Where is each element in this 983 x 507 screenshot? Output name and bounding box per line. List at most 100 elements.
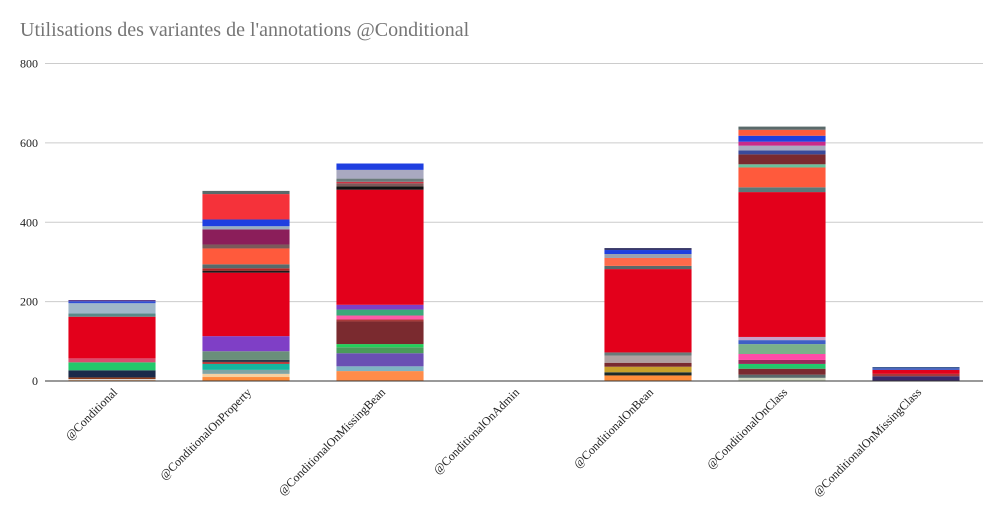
bar-segment [202,270,290,273]
bar-segment [202,373,290,378]
bar-stack [604,248,692,381]
bar-segment [336,189,424,305]
bar-segment [738,363,826,369]
bar-stack [68,300,156,381]
bar-segment [68,362,156,371]
bar-stack [738,126,826,381]
bar-segment [604,352,692,356]
bar-segment [68,301,156,304]
bar-segment [336,186,424,190]
y-tick-label: 0 [32,374,38,388]
bar-segment [738,135,826,142]
bar-segment [336,163,424,170]
y-axis-ticks: 0 200 400 600 800 [20,57,38,389]
x-tick-label: @ConditionalOnAdmin [430,385,522,477]
bar-segment [202,336,290,352]
bar-segment [68,379,156,381]
bar-segment [738,154,826,165]
bar-segment [738,126,826,130]
bar-segment [202,361,290,364]
bar-segment [202,377,290,381]
bar-segment [202,229,290,245]
bars [68,126,960,381]
bar-segment [738,192,826,337]
bar-segment [336,181,424,184]
bar-segment [68,379,156,380]
bar-segment [336,319,424,322]
bar-segment [738,344,826,355]
x-tick-label: @ConditionalOnMissingBean [275,385,388,498]
bar-segment [336,309,424,316]
bar-segment [738,150,826,155]
bar-segment [202,359,290,362]
bar-segment [604,257,692,266]
bar-segment [604,366,692,373]
bar-segment [738,141,826,146]
x-tick-label: @ConditionalOnBean [571,385,657,471]
bar-segment [336,344,424,348]
bar-segment [738,187,826,193]
bar-segment [202,194,290,220]
bar-segment [738,354,826,360]
bar-segment [336,169,424,179]
bar-segment [68,303,156,314]
x-tick-label: @ConditionalOnProperty [157,385,254,482]
gridlines [45,63,983,303]
bar-segment [336,178,424,182]
bar-segment [202,351,290,360]
bar-segment [68,316,156,359]
bar-stack [872,367,960,381]
bar-segment [738,374,826,378]
bar-segment [872,368,960,370]
bar-segment [604,355,692,363]
bar-segment [202,226,290,230]
bar-stack [202,190,290,381]
bar-segment [68,370,156,378]
bar-segment [604,362,692,367]
bar-segment [604,254,692,258]
bar-segment [738,377,826,381]
bar-segment [872,367,960,369]
bar-segment [336,353,424,367]
bar-segment [336,347,424,354]
bar-segment [872,376,960,381]
y-tick-label: 600 [20,136,38,150]
bar-segment [68,313,156,317]
bar-segment [202,272,290,337]
bar-segment [738,164,826,168]
y-tick-label: 400 [20,215,38,229]
bar-segment [738,129,826,136]
bar-segment [604,248,692,251]
bar-segment [202,190,290,195]
x-tick-label: @ConditionalOnClass [704,385,791,472]
bar-segment [336,304,424,310]
bar-segment [738,340,826,345]
bar-segment [202,248,290,265]
bar-segment [738,368,826,375]
bar-segment [336,315,424,320]
bar-segment [336,183,424,187]
bar-segment [336,366,424,372]
bar-segment [202,244,290,249]
x-axis-ticks: @Conditional @ConditionalOnProperty @Condi… [62,385,924,499]
bar-segment [68,377,156,380]
bar-segment [202,369,290,374]
bar-segment [68,358,156,363]
bar-segment [68,300,156,302]
x-tick-label: @ConditionalOnMissingClass [810,385,924,499]
bar-segment [202,219,290,227]
bar-segment [738,336,826,341]
chart-title: Utilisations des variantes de l'annotati… [20,19,470,41]
bar-segment [604,265,692,270]
bar-segment [604,372,692,376]
bar-segment [604,375,692,381]
bar-stack [336,163,424,381]
x-tick-label: @Conditional [62,385,120,443]
bar-segment [738,145,826,151]
bar-segment [202,363,290,370]
bar-segment [202,268,290,271]
bar-segment [604,250,692,254]
y-tick-label: 200 [20,295,38,309]
bar-segment [872,369,960,374]
